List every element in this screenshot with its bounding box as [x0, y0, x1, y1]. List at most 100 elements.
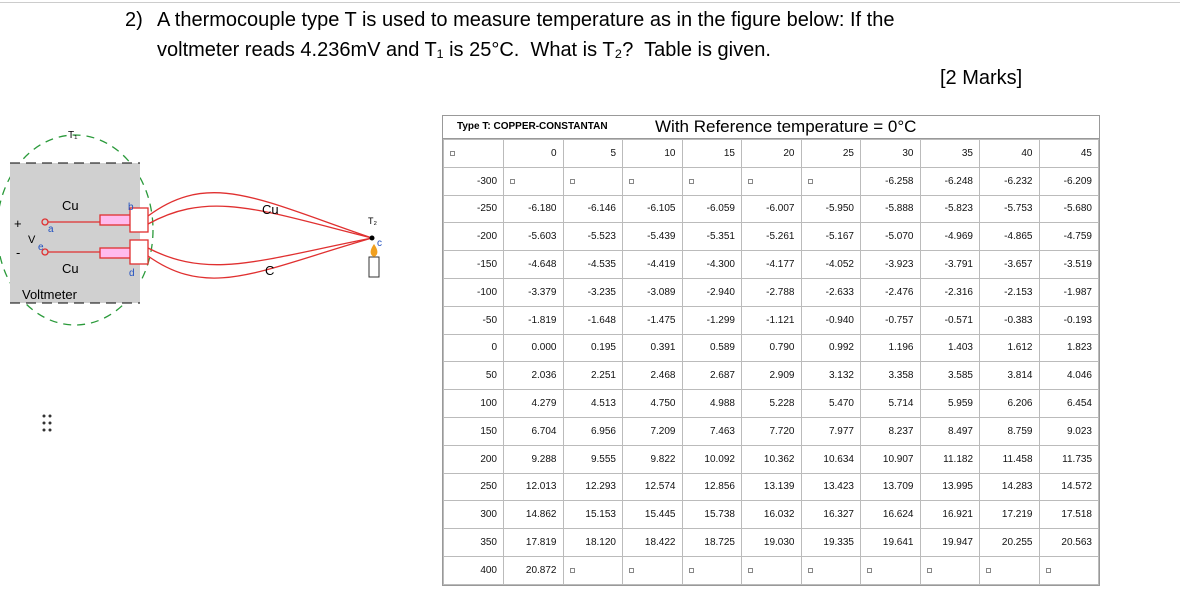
table-cell: 400 [443, 555, 504, 585]
table-cell [800, 555, 861, 585]
table-cell [919, 555, 980, 585]
table-cell: 4.750 [622, 389, 683, 418]
label: Cu [62, 261, 79, 276]
table-cell: 17.219 [979, 500, 1040, 530]
table-cell: 14.862 [503, 500, 564, 530]
marks: [2 Marks] [940, 67, 1023, 89]
table-cell: 11.182 [919, 444, 980, 474]
table-cell: 17.819 [503, 528, 564, 557]
table-cell: 12.574 [622, 472, 683, 502]
table-cell: 18.422 [622, 528, 683, 557]
table-cell: 15.738 [681, 500, 742, 530]
table-cell: 19.641 [860, 528, 921, 557]
table-cell: 4.513 [562, 389, 623, 418]
table-cell: 18.725 [681, 528, 742, 557]
table-cell: 2.036 [503, 361, 564, 391]
label: c [377, 238, 382, 249]
table-cell: 10 [622, 139, 683, 168]
table-cell [681, 166, 742, 196]
table-cell: 13.709 [860, 472, 921, 502]
table-row: 150 6.704 6.956 7.209 7.463 7.720 7.977 8.237 8.… [443, 416, 1099, 446]
table-cell: 15 [681, 139, 742, 168]
table-row: 50 2.036 2.251 2.468 2.687 2.909 3.132 3.358 3.5… [443, 361, 1099, 391]
table-cell: 0.790 [741, 333, 802, 363]
table-cell: -1.987 [1038, 277, 1099, 307]
table-cell: 350 [443, 528, 504, 557]
table-cell [562, 166, 623, 196]
table-cell: -200 [443, 222, 504, 252]
table-cell: -0.571 [919, 305, 980, 335]
empty-marker [748, 567, 753, 573]
table-cell: -4.759 [1038, 222, 1099, 252]
table-cell: -5.753 [979, 194, 1040, 224]
label: d [129, 268, 135, 279]
table-cell: -100 [443, 277, 504, 307]
empty-marker [688, 567, 694, 573]
table-cell [1038, 555, 1099, 585]
table-cell: -6.258 [860, 166, 921, 196]
table-cell: -5.823 [919, 194, 980, 224]
table-cell: -3.379 [503, 277, 564, 307]
table-cell [741, 166, 802, 196]
table-cell: 0.589 [681, 333, 742, 363]
question-line: voltmeter reads 4.236mV and T₁ is 25°C. … [157, 39, 771, 61]
table-cell: -250 [443, 194, 504, 224]
table-cell: 15.445 [622, 500, 683, 530]
empty-marker [450, 150, 455, 156]
table-cell: -3.235 [562, 277, 623, 307]
table-cell: -6.059 [681, 194, 742, 224]
table-cell: -5.351 [681, 222, 742, 252]
question-number: 2) [125, 9, 143, 31]
table-cell: -0.940 [800, 305, 861, 335]
table-cell: -4.648 [503, 250, 564, 279]
table-cell: 20 [741, 139, 802, 168]
table-cell: 25 [800, 139, 861, 168]
table-cell: 18.120 [562, 528, 623, 557]
table-cell: -6.105 [622, 194, 683, 224]
table-cell: 0 [443, 333, 504, 363]
empty-marker [688, 178, 694, 184]
table-cell: 5.470 [800, 389, 861, 418]
table-cell: -6.146 [562, 194, 623, 224]
label: a [48, 224, 54, 235]
table-grid: 0 5 10 15 20 25 30 35 40 45 -300 -6.258 -6.248 -6.232… [443, 139, 1099, 585]
table-cell: -2.316 [919, 277, 980, 307]
table-cell: -5.439 [622, 222, 683, 252]
table-cell: 0.000 [503, 333, 564, 363]
table-cell [562, 555, 623, 585]
table-cell: -1.648 [562, 305, 623, 335]
label: + [14, 216, 22, 231]
thermocouple-diagram: T₁ Cu b Cu T₂ + a V e - c Cu d C Voltmet… [0, 130, 382, 432]
table-cell: 15.153 [562, 500, 623, 530]
empty-marker [926, 567, 932, 573]
table-row: 100 4.279 4.513 4.750 4.988 5.228 5.470 5.714 5.… [443, 389, 1099, 418]
table-cell: -3.519 [1038, 250, 1099, 279]
table-cell: 19.335 [800, 528, 861, 557]
empty-marker [807, 567, 813, 573]
top-rule [0, 2, 1180, 3]
table-cell: 19.947 [919, 528, 980, 557]
table-cell: 2.909 [741, 361, 802, 391]
table-row: 0 0.000 0.195 0.391 0.589 0.790 0.992 1.196 1.40… [443, 333, 1099, 363]
table-cell: 3.814 [979, 361, 1040, 391]
table-cell [860, 555, 921, 585]
table-cell: 0 [503, 139, 564, 168]
label: - [16, 245, 20, 260]
table-cell: -2.940 [681, 277, 742, 307]
table-type: Type T: COPPER-CONSTANTAN [457, 121, 608, 132]
empty-marker [629, 567, 634, 573]
table-cell: 3.358 [860, 361, 921, 391]
empty-marker [569, 567, 575, 573]
table-cell [979, 555, 1040, 585]
empty-marker [986, 567, 991, 573]
table-cell: 13.423 [800, 472, 861, 502]
table-cell: 9.822 [622, 444, 683, 474]
table-cell: 20.255 [979, 528, 1040, 557]
table-cell: -4.300 [681, 250, 742, 279]
table-cell: 20.563 [1038, 528, 1099, 557]
table-cell: -2.476 [860, 277, 921, 307]
table-cell: -6.007 [741, 194, 802, 224]
table-cell: -50 [443, 305, 504, 335]
empty-marker [1045, 567, 1051, 573]
label: e [38, 242, 44, 253]
